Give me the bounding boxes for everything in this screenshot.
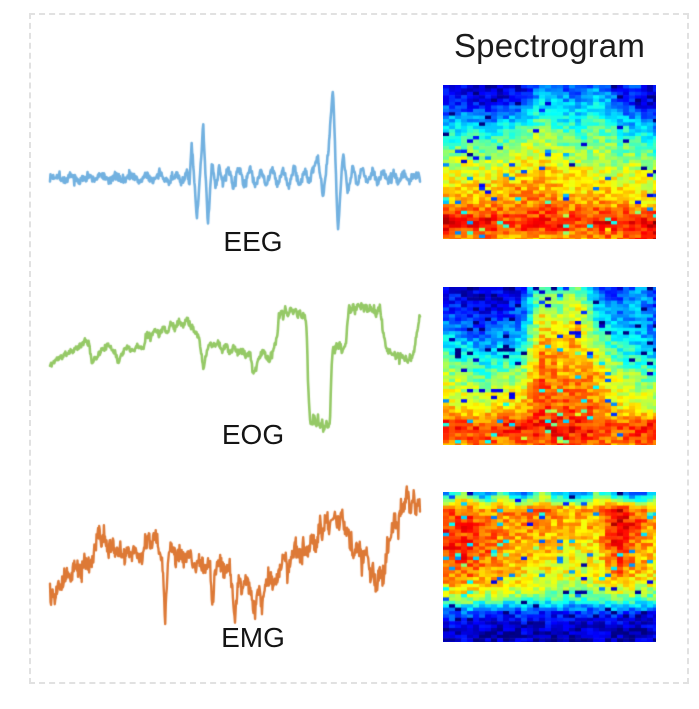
emg-spectrogram: [443, 492, 656, 642]
eeg-spectrogram: [443, 85, 656, 239]
eog-waveform-plot: [45, 295, 425, 455]
figure-border: [29, 13, 689, 684]
emg-waveform-plot: [45, 483, 425, 655]
eog-label: EOG: [221, 419, 285, 450]
eog-spectrogram: [443, 287, 656, 445]
eeg-waveform-plot: [45, 80, 425, 252]
spectrogram-column-title: Spectrogram: [453, 27, 646, 64]
emg-label: EMG: [221, 622, 285, 653]
eeg-label: EEG: [223, 226, 283, 257]
